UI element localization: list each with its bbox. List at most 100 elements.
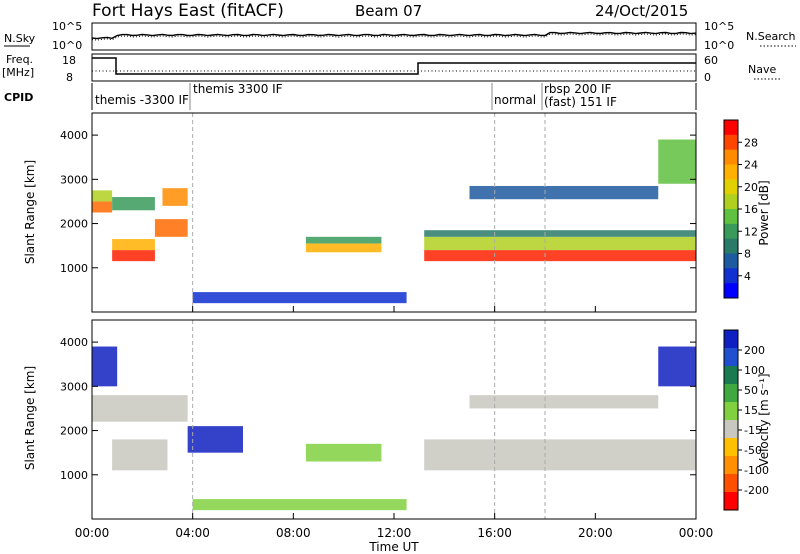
velocity-band-8: [192, 499, 407, 511]
nsky-tick-bottom: 10^0: [52, 39, 82, 52]
freq-panel-frame: [91, 53, 697, 82]
xtick-label-3: 12:00: [377, 526, 412, 540]
nave-label: Nave: [748, 63, 776, 76]
velocity-colorbar: 200 100 50 15 -15 -50 -100 -200: [723, 329, 769, 511]
velocity-band-0: [92, 346, 118, 387]
velocity-colorbar-swatch-7: [724, 456, 738, 475]
velocity-colorbar-tick-label-5: -50: [744, 444, 762, 457]
velocity-colorbar-swatch-4: [724, 402, 738, 421]
power-band-3: [112, 239, 155, 251]
power-colorbar-swatch-0: [724, 120, 738, 136]
velocity-colorbar-swatch-9: [724, 492, 738, 511]
velocity-band-4: [305, 443, 382, 462]
power-colorbar-swatch-7: [724, 223, 738, 240]
xtick-label-2: 08:00: [276, 526, 311, 540]
power-colorbar-swatch-9: [724, 253, 738, 269]
power-band-7: [305, 243, 382, 253]
velocity-colorbar-swatch-0: [724, 330, 738, 349]
nsearch-trace: [91, 33, 697, 41]
freq-tick-bottom: 8: [66, 71, 73, 84]
velocity-colorbar-tick-label-7: -200: [744, 484, 769, 497]
power-colorbar-tick-label-0: 28: [744, 136, 758, 149]
beam-title: Beam 07: [355, 2, 422, 20]
power-band-4: [112, 197, 155, 211]
nave-tick-top: 60: [704, 54, 718, 67]
power-panel-bg: [92, 113, 696, 312]
power-colorbar-swatch-6: [724, 209, 738, 225]
velocity-colorbar-tick-label-6: -100: [744, 464, 769, 477]
power-colorbar-swatch-5: [724, 194, 738, 210]
xtick-label-6: 00:00: [679, 526, 714, 540]
nsearch-label: N.Search: [746, 30, 796, 43]
velocity-ytick-label-2: 3000: [60, 380, 88, 393]
velocity-colorbar-swatch-8: [724, 474, 738, 493]
power-band-0: [92, 201, 113, 213]
velocity-colorbar-swatch-2: [724, 366, 738, 385]
cpid-segment-2: themis 3300 IF: [193, 82, 283, 96]
power-ytick-label-1: 2000: [60, 218, 88, 231]
power-colorbar-swatch-2: [724, 149, 738, 165]
cpid-segment-3: normal: [494, 93, 536, 107]
power-colorbar-tick-label-6: 4: [744, 270, 751, 283]
power-panel: 1000 2000 3000 4000 Slant Range [km]: [23, 112, 697, 313]
velocity-colorbar-tick-label-4: -15: [744, 424, 762, 437]
cpid-segment-1: themis -3300 IF: [95, 93, 189, 107]
velocity-band-2: [112, 439, 168, 471]
power-band-10: [424, 236, 696, 251]
velocity-colorbar-tick-label-0: 200: [744, 344, 765, 357]
power-band-5: [154, 219, 188, 237]
power-colorbar: 28 24 20 16 12 8 4: [723, 119, 758, 299]
date-title: 24/Oct/2015: [595, 2, 688, 20]
power-band-12: [469, 185, 659, 200]
velocity-colorbar-swatch-6: [724, 438, 738, 457]
nsky-trace: [91, 31, 697, 40]
velocity-band-6: [469, 395, 659, 409]
power-colorbar-tick-label-3: 16: [744, 203, 758, 216]
nsearch-tick-bottom: 10^0: [704, 39, 734, 52]
power-colorbar-swatch-3: [724, 164, 738, 180]
cpid-segment-4: rbsp 200 IF: [544, 82, 611, 96]
velocity-colorbar-swatch-3: [724, 384, 738, 403]
x-axis-label: Time UT: [368, 540, 419, 554]
velocity-colorbar-frame: [723, 329, 739, 511]
xtick-label-4: 16:00: [477, 526, 512, 540]
velocity-band-3: [187, 426, 243, 453]
freq-label-1: Freq.: [6, 53, 33, 66]
freq-tick-top: 18: [62, 54, 76, 67]
nsky-label: N.Sky: [4, 32, 36, 45]
power-band-14: [192, 292, 407, 304]
power-colorbar-tick-label-1: 24: [744, 159, 758, 172]
xtick-label-1: 04:00: [175, 526, 210, 540]
power-band-9: [424, 250, 696, 262]
velocity-colorbar-tick-label-2: 50: [744, 384, 758, 397]
nsky-tick-top: 10^5: [52, 20, 82, 33]
power-ytick-label-2: 3000: [60, 173, 88, 186]
velocity-panel: 1000 2000 3000 4000 Slant Range [km]: [23, 319, 697, 520]
velocity-colorbar-swatch-1: [724, 348, 738, 367]
nsearch-tick-top: 10^5: [704, 20, 734, 33]
power-colorbar-swatch-1: [724, 134, 738, 151]
power-colorbar-label: Power [dB]: [757, 180, 771, 245]
power-colorbar-swatch-8: [724, 238, 738, 254]
freq-label-2: [MHz]: [2, 66, 34, 79]
velocity-ytick-label-3: 4000: [60, 336, 88, 349]
xtick-label-5: 20:00: [578, 526, 613, 540]
xtick-label-0: 00:00: [75, 526, 110, 540]
power-band-6: [162, 188, 188, 206]
power-colorbar-swatch-4: [724, 179, 738, 195]
power-ytick-label-0: 1000: [60, 262, 88, 275]
velocity-colorbar-label: Velocity [m s⁻¹]: [757, 373, 771, 466]
power-colorbar-swatch-10: [724, 268, 738, 284]
velocity-band-7: [658, 346, 696, 387]
freq-trace: [92, 57, 696, 75]
power-band-11: [424, 230, 696, 237]
cpid-segment-5: (fast) 151 IF: [544, 95, 617, 109]
power-ytick-label-3: 4000: [60, 129, 88, 142]
velocity-colorbar-tick-label-3: 15: [744, 404, 758, 417]
station-title: Fort Hays East (fitACF): [92, 1, 284, 21]
power-y-axis-label: Slant Range [km]: [23, 160, 37, 264]
velocity-y-axis-label: Slant Range [km]: [23, 366, 37, 470]
velocity-band-5: [424, 439, 696, 471]
cpid-label: CPID: [4, 91, 33, 104]
